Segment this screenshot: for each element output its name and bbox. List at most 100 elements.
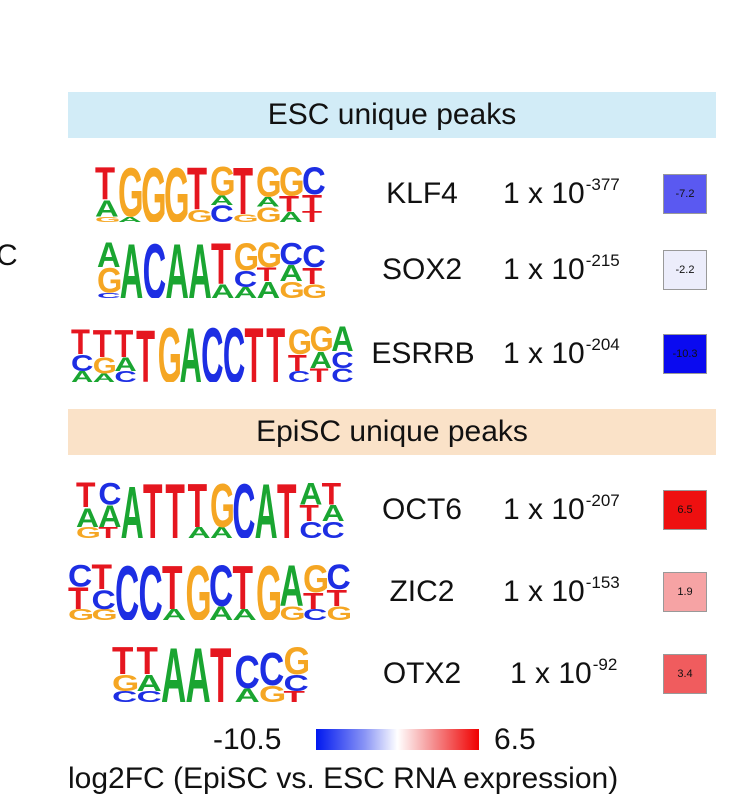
motif-letter-a: A	[210, 193, 234, 208]
motif-logo: GTCGCTCCATGACATGGACTGGTC	[68, 564, 350, 620]
motif-letter-t: T	[288, 350, 307, 376]
motif-letter-a: A	[209, 602, 233, 620]
motif-letter-t: T	[114, 326, 133, 366]
motif-letter-g: G	[93, 352, 117, 378]
motif-letter-t: T	[165, 482, 184, 538]
motif-letter-c: C	[137, 688, 162, 702]
p-value-base: 1 x 10	[503, 575, 585, 608]
motif-letter-a: A	[76, 503, 99, 533]
motif-letter-t: T	[210, 646, 231, 702]
motif-letter-t: T	[76, 482, 96, 516]
motif-letter-c: C	[68, 564, 92, 593]
motif-letter-g: G	[256, 564, 282, 620]
motif-letter-g: G	[76, 524, 101, 538]
p-value: 1 x 10-92	[510, 654, 617, 698]
motif-letter-a: A	[121, 482, 144, 538]
log2fc-box: -7.2	[663, 174, 707, 214]
motif-letter-t: T	[95, 166, 115, 210]
motif-letter-c: C	[232, 482, 255, 538]
motif-letter-a: A	[162, 606, 186, 620]
motif-letter-g: G	[303, 564, 329, 601]
motif-letter-g: G	[302, 281, 325, 298]
motif-letter-g: G	[256, 203, 282, 222]
p-value: 1 x 10-377	[503, 174, 620, 218]
motif-letter-c: C	[284, 670, 309, 696]
motif-letter-c: C	[139, 564, 163, 620]
motif-letter-g: G	[256, 166, 282, 207]
log2fc-box: -10.3	[663, 334, 707, 374]
motif-letter-c: C	[92, 585, 116, 615]
motif-letter-a: A	[97, 242, 121, 275]
motif-letter-a: A	[322, 500, 344, 526]
p-value-exponent: -207	[585, 491, 620, 510]
motif-letter-t: T	[303, 589, 324, 615]
motif-letter-t: T	[302, 190, 323, 216]
motif-letter-a: A	[210, 524, 233, 538]
motif-letter-a: A	[235, 684, 260, 702]
log2fc-value: 1.9	[677, 586, 693, 598]
motif-letter-a: A	[256, 194, 280, 210]
motif-letter-t: T	[112, 646, 134, 682]
motif-letter-a: A	[137, 670, 162, 696]
p-value-base: 1 x 10	[503, 253, 585, 286]
motif-letter-t: T	[71, 326, 90, 362]
motif-letter-t: T	[143, 482, 162, 538]
motif-letter-c: C	[143, 242, 167, 298]
motif-letter-c: C	[302, 242, 325, 274]
motif-letter-t: T	[68, 581, 89, 616]
motif-letter-t: T	[266, 326, 285, 382]
motif-letter-c: C	[259, 646, 284, 695]
episc-row-1: GTCGCTCCATGACATGGACTGGTC ZIC2 1 x 10-153…	[0, 558, 746, 630]
motif-letter-t: T	[137, 646, 159, 682]
motif-letter-c: C	[331, 365, 353, 382]
motif-letter-c: C	[98, 482, 121, 511]
motif-letter-a: A	[188, 242, 212, 298]
motif-letter-g: G	[279, 166, 305, 204]
motif-letter-c: C	[209, 564, 233, 619]
p-value-exponent: -215	[585, 251, 620, 270]
motif-letter-a: A	[310, 347, 333, 373]
motif-letter-t: T	[187, 166, 207, 222]
p-value: 1 x 10-204	[503, 334, 620, 378]
motif-letter-a: A	[161, 646, 186, 702]
log2fc-value: 3.4	[677, 668, 693, 680]
log2fc-box: 1.9	[663, 572, 707, 612]
p-value-base: 1 x 10	[503, 493, 585, 526]
motif-letter-g: G	[187, 206, 213, 222]
motif-letter-a: A	[280, 564, 304, 619]
motif-letter-c: C	[210, 201, 234, 222]
gene-name: OTX2	[382, 657, 462, 690]
motif-letter-g: G	[97, 261, 122, 298]
motif-letter-c: C	[234, 266, 258, 292]
motif-letter-g: G	[279, 277, 304, 298]
motif-letter-a: A	[211, 281, 235, 298]
log2fc-box: 3.4	[663, 654, 707, 694]
esc-section-header: ESC unique peaks	[68, 92, 716, 138]
motif-letter-g: G	[118, 166, 144, 222]
motif-letter-g: G	[327, 602, 351, 620]
motif-letter-g: G	[164, 166, 190, 222]
log2fc-value: -10.3	[672, 348, 698, 360]
motif-letter-g: G	[259, 682, 286, 702]
motif-letter-a: A	[120, 242, 144, 298]
motif-letter-a: A	[165, 242, 189, 298]
p-value-base: 1 x 10	[503, 337, 585, 370]
motif-letter-g: G	[257, 242, 282, 275]
p-value-base: 1 x 10	[510, 657, 592, 690]
motif-letter-a: A	[71, 369, 94, 382]
p-value-exponent: -92	[592, 655, 618, 674]
motif-letter-t: T	[310, 365, 329, 382]
motif-letter-a: A	[186, 646, 211, 702]
motif-letter-g: G	[310, 326, 334, 360]
motif-letter-t: T	[188, 482, 207, 538]
motif-letter-g: G	[288, 326, 312, 362]
gene-name: OCT6	[381, 493, 462, 526]
motif-letter-c: C	[299, 517, 322, 538]
